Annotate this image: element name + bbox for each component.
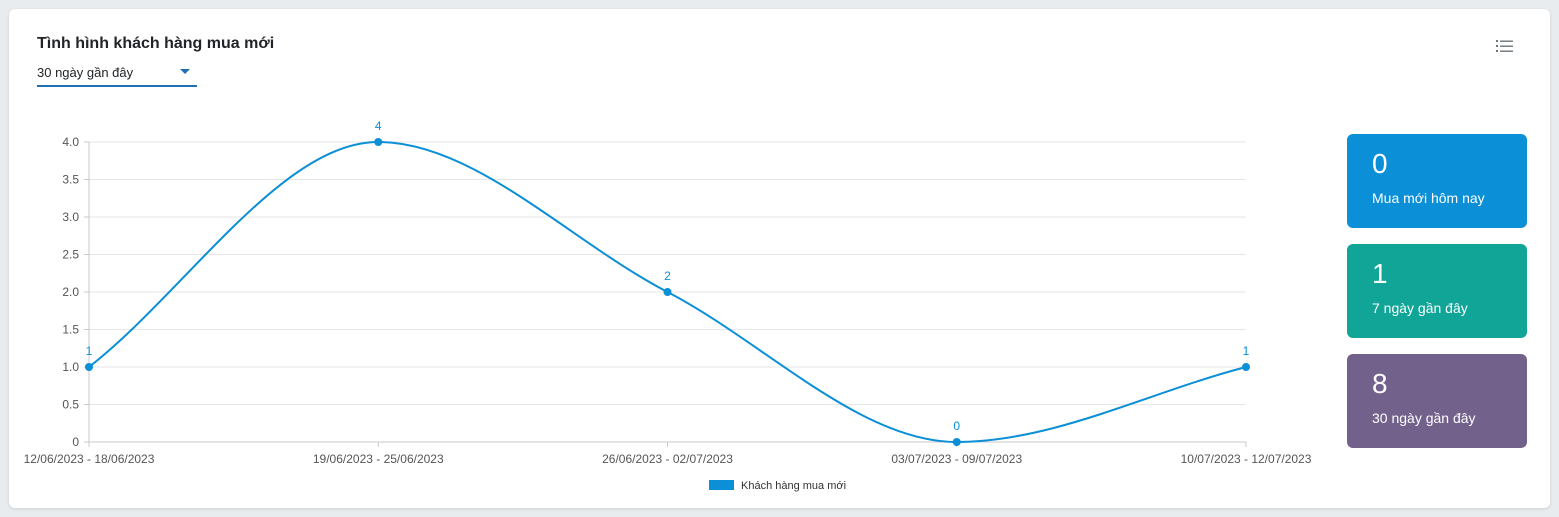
y-tick-label: 3.0 (62, 210, 79, 224)
legend-label: Khách hàng mua mới (741, 480, 846, 492)
data-label: 2 (664, 269, 671, 283)
stat-label: 30 ngày gần đây (1372, 410, 1476, 426)
card-title: Tình hình khách hàng mua mới (37, 35, 275, 52)
stat-tile: 1 7 ngày gần đây (1347, 244, 1527, 338)
y-tick-label: 3.5 (62, 173, 79, 187)
data-point (663, 288, 672, 296)
stat-value: 1 (1372, 258, 1388, 289)
stat-tile: 0 Mua mới hôm nay (1347, 134, 1527, 228)
x-tick-label: 03/07/2023 - 09/07/2023 (891, 452, 1022, 466)
stat-value: 0 (1372, 148, 1388, 179)
list-menu-icon[interactable] (1496, 39, 1514, 53)
new-customers-card: Tình hình khách hàng mua mới 30 ngày gần… (9, 9, 1550, 508)
stat-value: 8 (1372, 368, 1388, 399)
y-tick-label: 1.5 (62, 323, 79, 337)
data-label: 1 (1243, 344, 1250, 358)
stat-tile: 8 30 ngày gần đây (1347, 354, 1527, 448)
y-tick-label: 0.5 (62, 398, 79, 412)
y-tick-label: 0 (72, 435, 79, 449)
legend-swatch (709, 480, 734, 490)
period-select-value: 30 ngày gần đây (37, 65, 134, 80)
y-tick-label: 2.0 (62, 285, 79, 299)
x-tick-label: 12/06/2023 - 18/06/2023 (24, 452, 155, 466)
period-select[interactable]: 30 ngày gần đây (37, 64, 197, 87)
line-chart: 0 0.5 1.0 1.5 2.0 2.5 3.0 3.5 4.0 12/06/2023 - 18… (24, 119, 1312, 492)
data-point (374, 138, 383, 146)
y-tick-label: 4.0 (62, 135, 79, 149)
caret-down-icon (180, 69, 190, 74)
data-label: 0 (953, 419, 960, 433)
x-tick-label: 26/06/2023 - 02/07/2023 (602, 452, 733, 466)
y-tick-label: 2.5 (62, 248, 79, 262)
x-tick-label: 10/07/2023 - 12/07/2023 (1181, 452, 1312, 466)
stat-label: Mua mới hôm nay (1372, 190, 1485, 206)
data-point (1242, 363, 1250, 371)
x-tick-label: 19/06/2023 - 25/06/2023 (313, 452, 444, 466)
data-point (952, 438, 961, 446)
data-label: 1 (86, 344, 93, 358)
data-point (85, 363, 93, 371)
stat-label: 7 ngày gần đây (1372, 300, 1468, 316)
y-tick-label: 1.0 (62, 360, 79, 374)
data-label: 4 (375, 119, 382, 133)
